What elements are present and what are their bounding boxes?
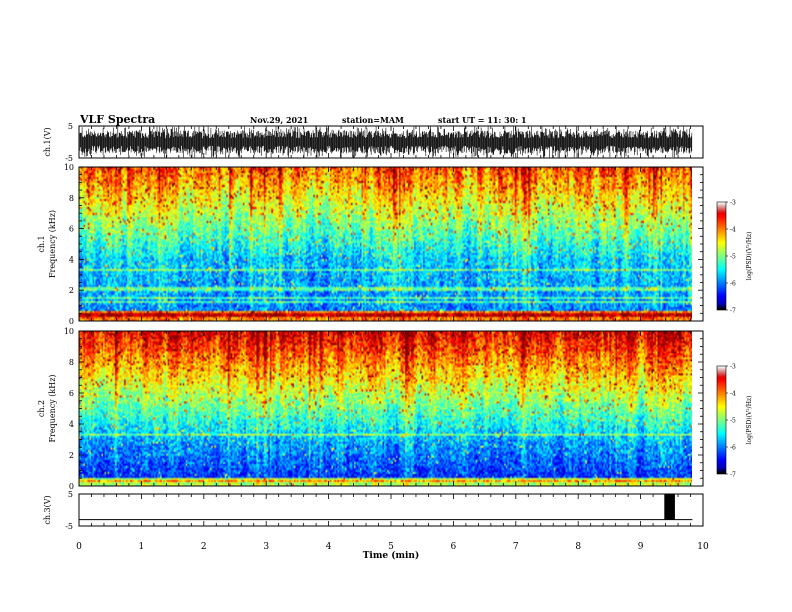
freq-tick-label: 0 xyxy=(69,317,74,326)
colorbar-tick-label: -7 xyxy=(730,308,736,315)
colorbar-tick-label: -3 xyxy=(730,200,736,207)
freq-tick-label: 8 xyxy=(69,194,74,203)
ch3-waveform-panel: 5 -5 ch.3(V) xyxy=(43,490,704,531)
colorbar-tick-label: -7 xyxy=(730,472,736,479)
y-tick-label: 5 xyxy=(68,122,73,131)
freq-tick-label: 10 xyxy=(64,163,74,172)
colorbar-label: log(PSD)(V²/Hz) xyxy=(746,232,753,281)
spectrogram-image xyxy=(79,331,692,486)
y-tick-label: -5 xyxy=(65,154,73,163)
colorbar-gradient xyxy=(717,366,726,474)
ch3-pulse xyxy=(664,494,675,520)
ch1-waveform-trace xyxy=(79,126,693,158)
start-time-label: start UT = 11: 30: 1 xyxy=(438,115,527,125)
time-tick-label: 2 xyxy=(201,542,207,552)
freq-tick-label: 2 xyxy=(69,286,74,295)
time-tick-label: 6 xyxy=(451,542,457,552)
figure-title: VLF Spectra xyxy=(80,113,156,126)
date-label: Nov.29, 2021 xyxy=(250,115,309,125)
time-tick-label: 5 xyxy=(388,542,394,552)
time-tick-label: 10 xyxy=(697,542,709,552)
time-tick-label: 4 xyxy=(326,542,332,552)
ch1-colorbar: -3 -4 -5 -6 -7 log(PSD)(V²/Hz) xyxy=(716,200,753,315)
colorbar-tick-label: -5 xyxy=(730,254,736,261)
ch2-spectrogram-panel: 0 2 4 6 8 10 ch.2 Frequency (kHz) xyxy=(37,327,704,491)
time-tick-label: 1 xyxy=(139,542,145,552)
freq-tick-label: 4 xyxy=(69,255,74,264)
time-tick-label: 3 xyxy=(263,542,269,552)
y-tick-label: 5 xyxy=(68,490,73,499)
colorbar-label: log(PSD)(V²/Hz) xyxy=(746,396,753,445)
freq-tick-label: 0 xyxy=(69,482,74,491)
colorbar-tick-label: -6 xyxy=(730,445,736,452)
channel-label: ch.2 xyxy=(37,400,46,417)
ch2-colorbar: -3 -4 -5 -6 -7 log(PSD)(V²/Hz) xyxy=(716,364,753,479)
colorbar-tick-label: -5 xyxy=(730,418,736,425)
station-label: station=MAM xyxy=(342,115,404,125)
colorbar-gradient xyxy=(717,202,726,310)
freq-tick-label: 2 xyxy=(69,451,74,460)
ch1-spectrogram-panel: 0 2 4 6 8 10 ch.1 Frequency (kHz) xyxy=(37,163,704,326)
time-tick-label: 7 xyxy=(513,542,519,552)
freq-tick-label: 4 xyxy=(69,420,74,429)
colorbar-tick-label: -4 xyxy=(730,391,736,398)
frequency-axis-label: Frequency (kHz) xyxy=(48,374,57,442)
colorbar-tick-label: -3 xyxy=(730,364,736,371)
freq-tick-label: 6 xyxy=(69,389,74,398)
ch1-waveform-panel: 5 -5 ch.1(V) xyxy=(43,122,704,163)
y-tick-label: -5 xyxy=(65,522,73,531)
colorbar-tick-label: -6 xyxy=(730,281,736,288)
colorbar-tick-label: -4 xyxy=(730,227,736,234)
freq-tick-label: 8 xyxy=(69,358,74,367)
spectrogram-image xyxy=(79,167,692,321)
time-axis-label: Time (min) xyxy=(363,550,420,561)
time-tick-label: 0 xyxy=(76,542,82,552)
time-tick-label: 8 xyxy=(575,542,581,552)
time-axis: 0 1 2 3 4 5 6 7 8 9 10 Time (min) xyxy=(76,542,709,561)
freq-tick-label: 6 xyxy=(69,225,74,234)
y-axis-label: ch.1(V) xyxy=(43,127,52,156)
y-axis-label: ch.3(V) xyxy=(43,495,52,524)
freq-tick-label: 10 xyxy=(64,327,74,336)
time-tick-label: 9 xyxy=(638,542,644,552)
frequency-axis-label: Frequency (kHz) xyxy=(48,210,57,278)
channel-label: ch.1 xyxy=(37,235,46,252)
